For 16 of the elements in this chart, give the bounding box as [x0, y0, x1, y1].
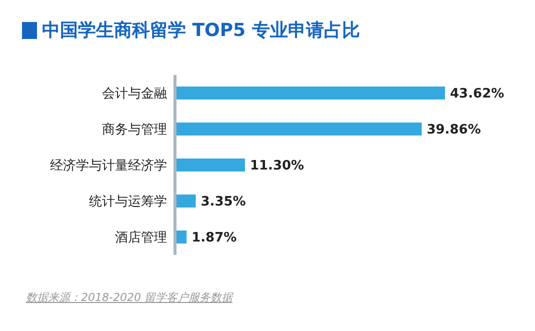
bar — [175, 86, 445, 100]
y-tick-label: 经济学与计量经济学 — [50, 158, 167, 174]
y-tick-label: 酒店管理 — [115, 230, 167, 246]
bar — [175, 194, 196, 208]
bar — [175, 158, 245, 172]
data-label: 43.62% — [450, 86, 504, 102]
bar — [175, 122, 422, 136]
chart-title: 中国学生商科留学 TOP5 专业申请占比 — [42, 19, 360, 42]
y-tick-label: 会计与金融 — [102, 86, 167, 102]
data-label: 3.35% — [200, 194, 246, 210]
y-tick-label: 统计与运筹学 — [89, 194, 167, 210]
data-label: 1.87% — [192, 230, 237, 246]
source-note: 数据来源：2018-2020 留学客户服务数据 — [26, 290, 232, 305]
y-tick-label: 商务与管理 — [102, 122, 167, 138]
data-label: 39.86% — [426, 122, 481, 138]
data-label: 11.30% — [250, 158, 304, 174]
